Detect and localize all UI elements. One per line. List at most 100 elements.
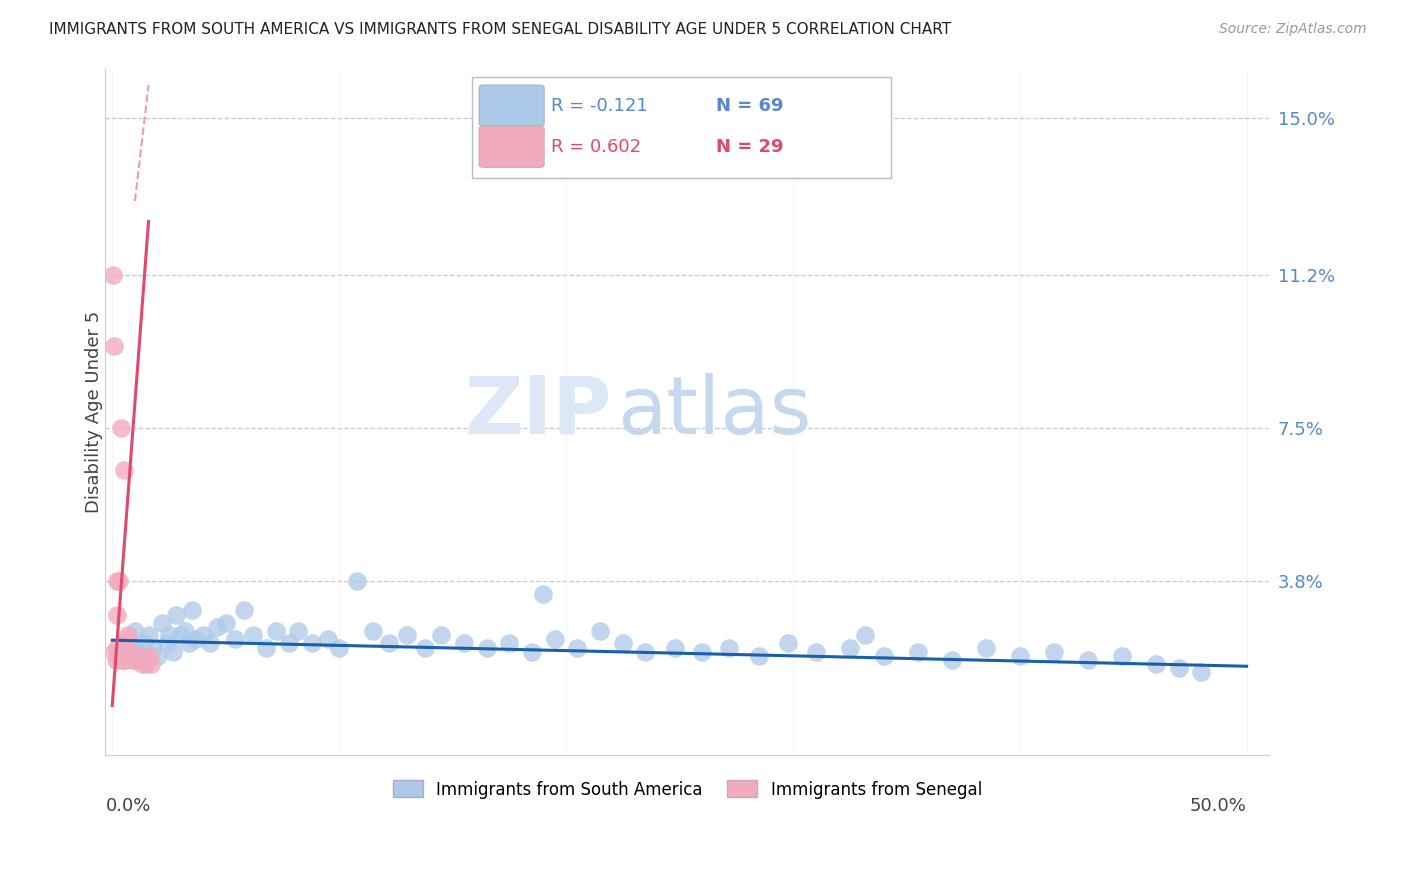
Point <box>112 653 135 667</box>
Legend: Immigrants from South America, Immigrants from Senegal: Immigrants from South America, Immigrant… <box>387 773 988 805</box>
Point <box>430 628 453 642</box>
Point <box>112 636 135 650</box>
Point <box>378 636 401 650</box>
Point <box>1111 648 1133 663</box>
Point <box>173 624 195 638</box>
Point <box>907 645 929 659</box>
Point <box>664 640 686 655</box>
Point <box>328 640 350 655</box>
Point <box>110 421 132 435</box>
Point <box>179 636 201 650</box>
Point <box>453 636 475 650</box>
Point <box>135 653 157 667</box>
Point <box>112 463 135 477</box>
Point <box>132 636 155 650</box>
Point <box>264 624 287 638</box>
Point <box>256 640 278 655</box>
Point <box>941 653 963 667</box>
Point <box>396 628 419 642</box>
Point <box>1042 645 1064 659</box>
Point <box>138 628 160 642</box>
Point <box>232 603 254 617</box>
Point <box>124 624 146 638</box>
Point <box>531 587 554 601</box>
Point <box>346 574 368 589</box>
Point <box>120 648 142 663</box>
Point <box>142 640 165 655</box>
Point <box>132 653 155 667</box>
Point <box>108 648 131 663</box>
Point <box>1144 657 1167 672</box>
Point <box>128 645 150 659</box>
Point <box>278 636 301 650</box>
Y-axis label: Disability Age Under 5: Disability Age Under 5 <box>86 310 103 513</box>
Point <box>634 645 657 659</box>
Point <box>104 653 127 667</box>
Point <box>186 632 208 647</box>
Point <box>108 645 131 659</box>
Point <box>138 648 160 663</box>
Point <box>1008 648 1031 663</box>
Point <box>121 640 143 655</box>
Point <box>974 640 997 655</box>
Point <box>156 636 179 650</box>
Point <box>165 607 187 622</box>
Point <box>157 628 180 642</box>
Point <box>146 648 169 663</box>
FancyBboxPatch shape <box>479 85 544 126</box>
Point <box>872 648 894 663</box>
Point <box>128 648 150 663</box>
Text: R = -0.121: R = -0.121 <box>551 96 648 114</box>
Text: N = 69: N = 69 <box>717 96 785 114</box>
Point <box>287 624 309 638</box>
Point <box>150 615 173 630</box>
Point <box>520 645 543 659</box>
Point <box>498 636 520 650</box>
Point <box>110 653 132 667</box>
Point <box>121 653 143 667</box>
Point <box>169 628 191 642</box>
Text: R = 0.602: R = 0.602 <box>551 137 641 156</box>
Point <box>242 628 264 642</box>
Point <box>205 620 228 634</box>
Text: 50.0%: 50.0% <box>1189 797 1247 814</box>
Text: atlas: atlas <box>617 373 811 450</box>
Point <box>127 653 149 667</box>
Point <box>131 657 153 672</box>
Point <box>718 640 741 655</box>
Point <box>198 636 221 650</box>
Point <box>567 640 589 655</box>
Point <box>105 574 128 589</box>
Point <box>124 648 146 663</box>
Text: N = 29: N = 29 <box>717 137 785 156</box>
Point <box>117 628 139 642</box>
Point <box>103 645 125 659</box>
Text: Source: ZipAtlas.com: Source: ZipAtlas.com <box>1219 22 1367 37</box>
Text: IMMIGRANTS FROM SOUTH AMERICA VS IMMIGRANTS FROM SENEGAL DISABILITY AGE UNDER 5 : IMMIGRANTS FROM SOUTH AMERICA VS IMMIGRA… <box>49 22 952 37</box>
Point <box>413 640 436 655</box>
Point <box>690 645 713 659</box>
Point <box>589 624 612 638</box>
Point <box>475 640 498 655</box>
Point <box>543 632 565 647</box>
Point <box>214 615 236 630</box>
Point <box>361 624 384 638</box>
FancyBboxPatch shape <box>479 126 544 168</box>
Text: ZIP: ZIP <box>464 373 612 450</box>
Point <box>838 640 860 655</box>
Point <box>103 339 125 353</box>
Point <box>103 268 125 283</box>
Point <box>748 648 770 663</box>
Point <box>180 603 202 617</box>
Point <box>1167 661 1189 675</box>
Point <box>105 607 128 622</box>
Point <box>139 657 162 672</box>
Point <box>1189 665 1212 680</box>
Point <box>162 645 184 659</box>
Point <box>117 645 139 659</box>
Point <box>224 632 246 647</box>
Point <box>191 628 214 642</box>
Point <box>612 636 634 650</box>
Point <box>855 628 877 642</box>
Point <box>108 574 131 589</box>
